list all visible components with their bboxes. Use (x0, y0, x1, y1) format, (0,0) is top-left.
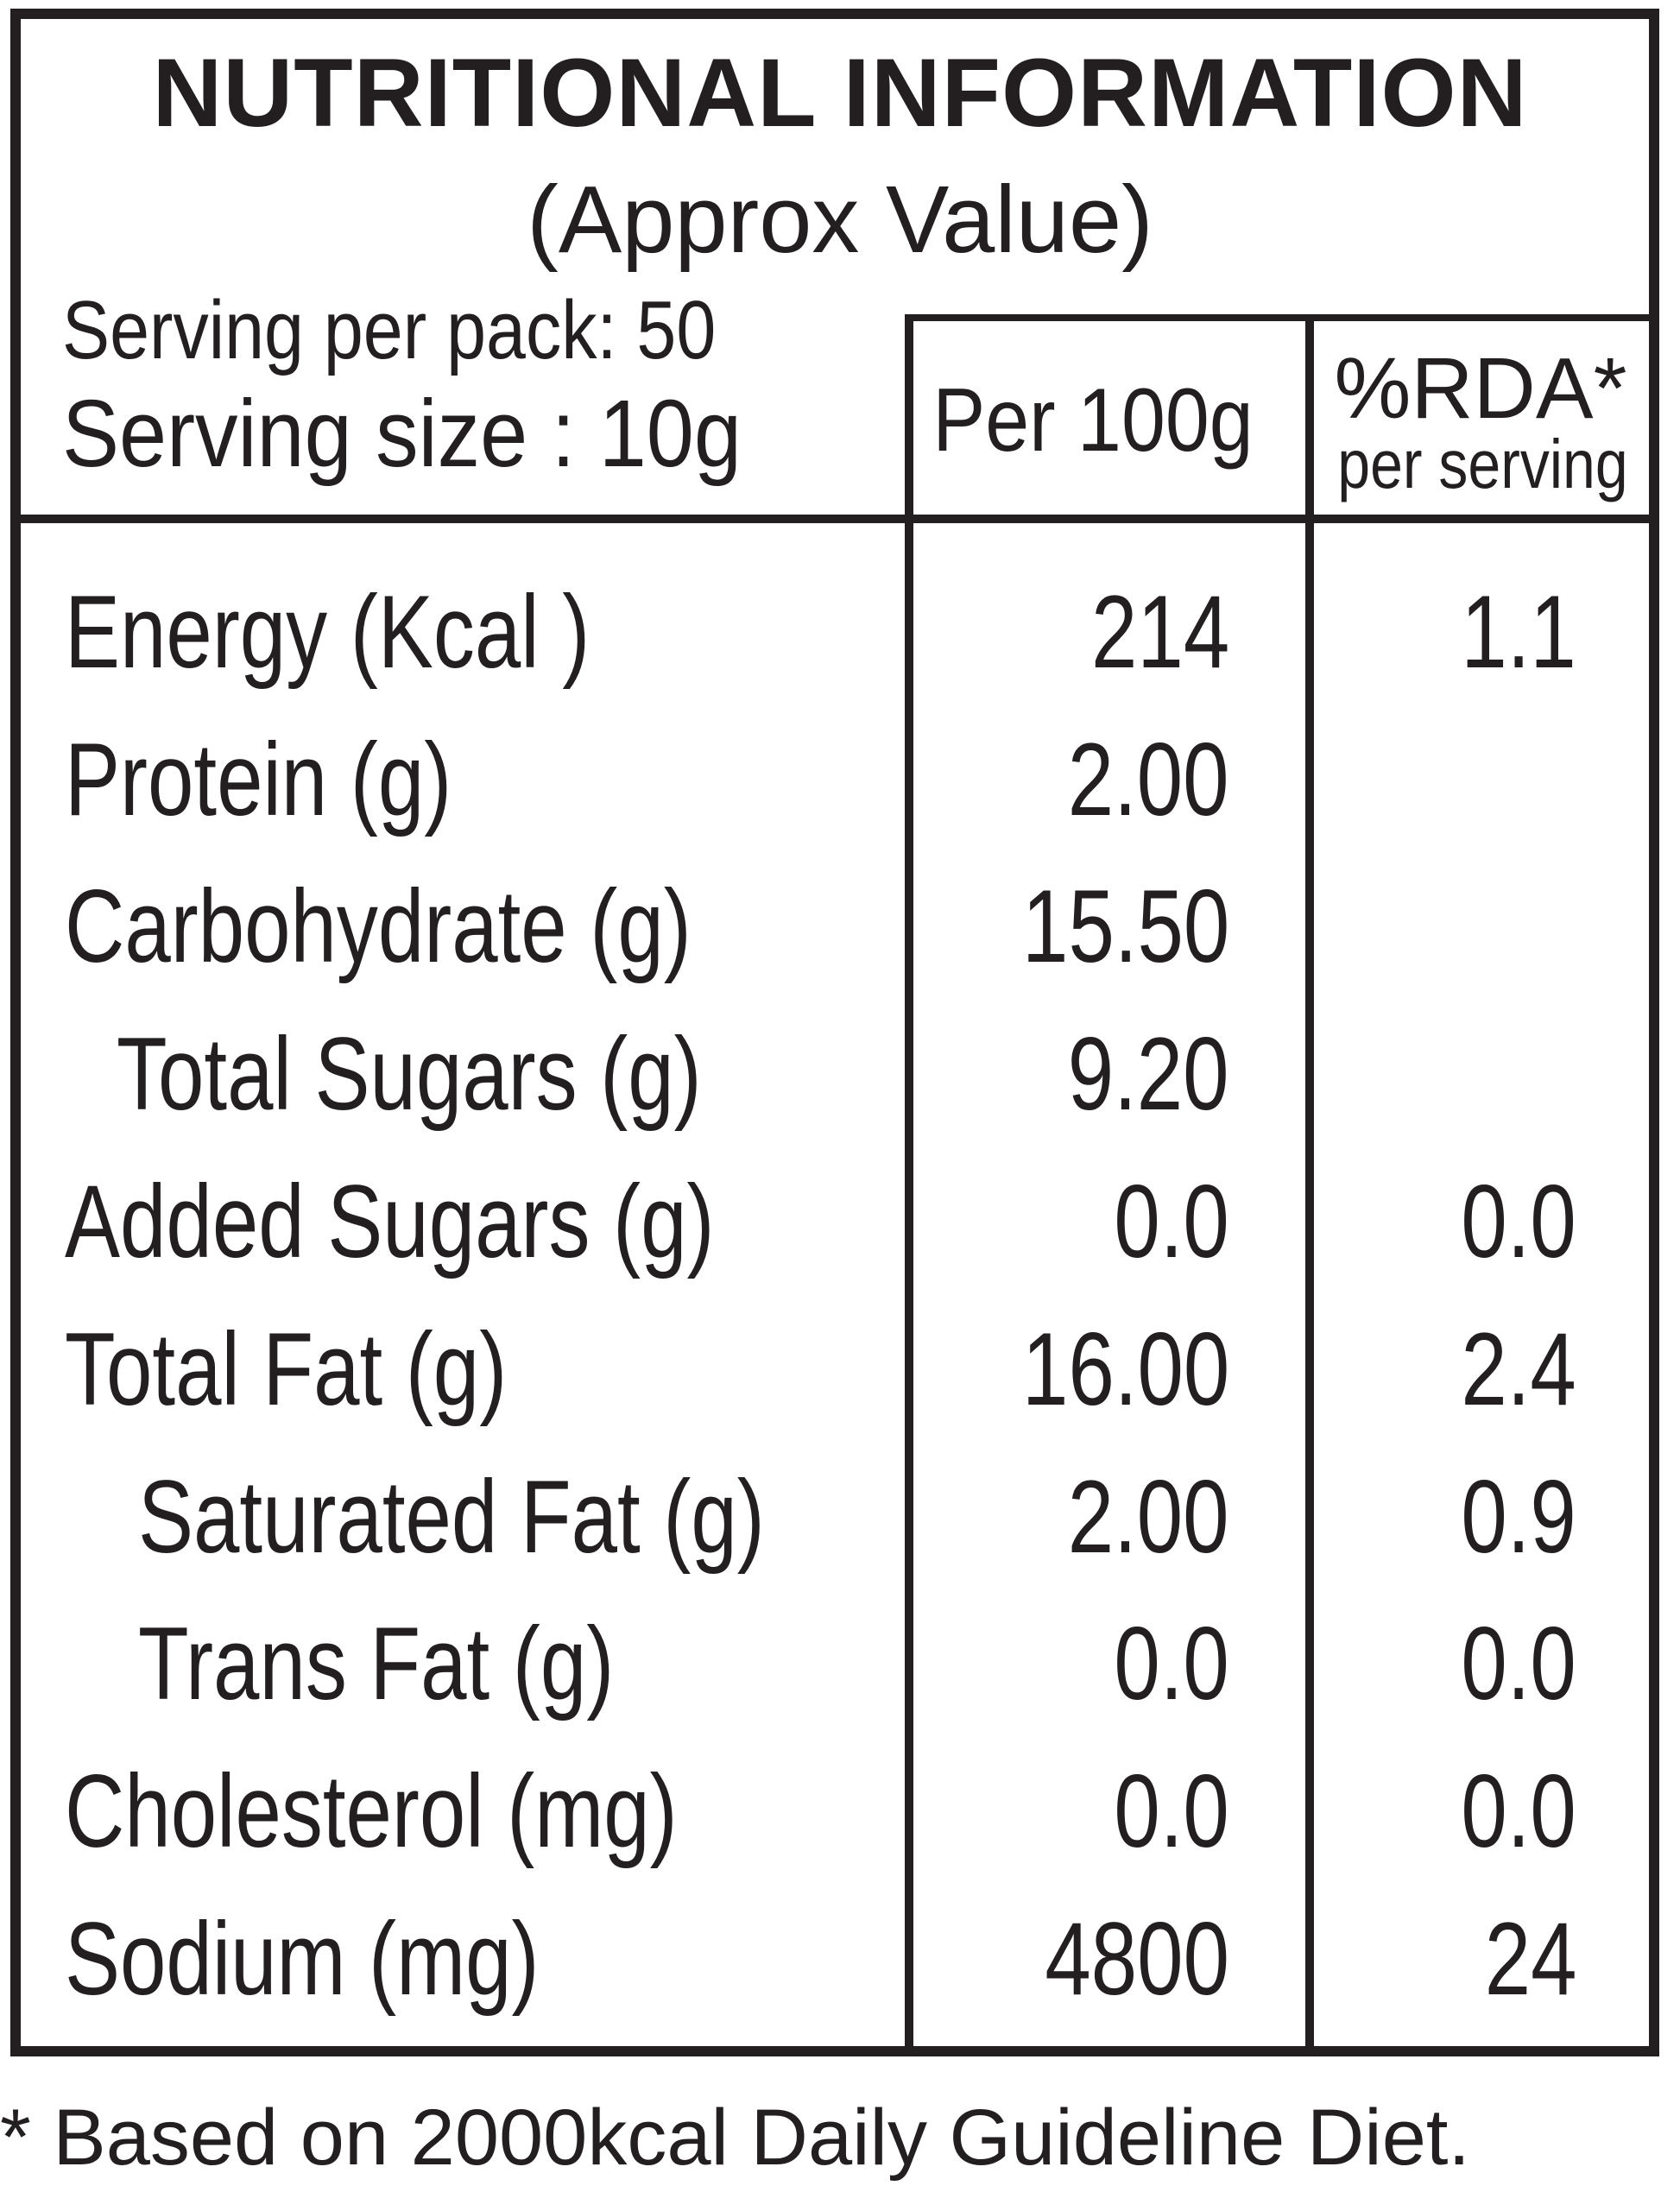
rda-value: 0.0 (1461, 1164, 1576, 1279)
footnote: * Based on 2000kcal Daily Guideline Diet… (0, 2094, 1470, 2182)
nutrient-label: Total Sugars (g) (117, 1016, 702, 1132)
serving-per-pack: Serving per pack: 50 (62, 284, 717, 376)
panel-title: NUTRITIONAL INFORMATION (152, 39, 1528, 147)
column-header-rda-sub: per serving (1337, 426, 1628, 502)
nutrient-label: Added Sugars (g) (65, 1164, 715, 1279)
nutrient-label: Energy (Kcal ) (65, 574, 591, 690)
per100-value: 2.00 (1068, 722, 1229, 837)
nutrient-label: Carbohydrate (g) (65, 869, 692, 984)
table-row: Total Fat (g) 16.00 2.4 (0, 1317, 1680, 1464)
rda-value: 0.0 (1461, 1606, 1576, 1721)
rda-value: 1.1 (1461, 574, 1576, 690)
rda-value: 24 (1484, 1901, 1576, 2017)
per100-value: 2.00 (1068, 1459, 1229, 1575)
nutrient-label: Trans Fat (g) (138, 1606, 615, 1721)
table-row: Protein (g) 2.00 (0, 728, 1680, 875)
rda-value: 0.9 (1461, 1459, 1576, 1575)
rda-value: 0.0 (1461, 1753, 1576, 1869)
nutrient-label: Cholesterol (mg) (65, 1753, 678, 1869)
table-row: Energy (Kcal ) 214 1.1 (0, 580, 1680, 727)
table-row: Sodium (mg) 4800 24 (0, 1907, 1680, 2054)
per100-value: 15.50 (1021, 869, 1229, 984)
column-header-top-border (905, 314, 1659, 321)
column-header-rda: %RDA* (1334, 340, 1627, 437)
column-divider-right (1305, 314, 1314, 2056)
nutrient-label: Saturated Fat (g) (138, 1459, 765, 1575)
panel-subtitle: (Approx Value) (527, 167, 1153, 273)
table-row: Saturated Fat (g) 2.00 0.9 (0, 1465, 1680, 1612)
per100-value: 4800 (1045, 1901, 1229, 2017)
column-divider-left (905, 314, 913, 2056)
nutrient-label: Sodium (mg) (65, 1901, 540, 2017)
table-row: Total Sugars (g) 9.20 (0, 1022, 1680, 1169)
per100-value: 214 (1090, 574, 1229, 690)
header-divider (10, 515, 1659, 523)
per100-value: 9.20 (1068, 1016, 1229, 1132)
per100-value: 16.00 (1021, 1311, 1229, 1427)
serving-size: Serving size : 10g (62, 381, 742, 487)
rda-value: 2.4 (1461, 1311, 1576, 1427)
column-header-per100: Per 100g (932, 370, 1254, 471)
per100-value: 0.0 (1114, 1753, 1229, 1869)
per100-value: 0.0 (1114, 1164, 1229, 1279)
nutrient-label: Total Fat (g) (65, 1311, 508, 1427)
table-row: Cholesterol (mg) 0.0 0.0 (0, 1759, 1680, 1906)
table-row: Trans Fat (g) 0.0 0.0 (0, 1612, 1680, 1759)
table-row: Added Sugars (g) 0.0 0.0 (0, 1170, 1680, 1317)
per100-value: 0.0 (1114, 1606, 1229, 1721)
table-row: Carbohydrate (g) 15.50 (0, 875, 1680, 1021)
nutrient-label: Protein (g) (65, 722, 452, 837)
